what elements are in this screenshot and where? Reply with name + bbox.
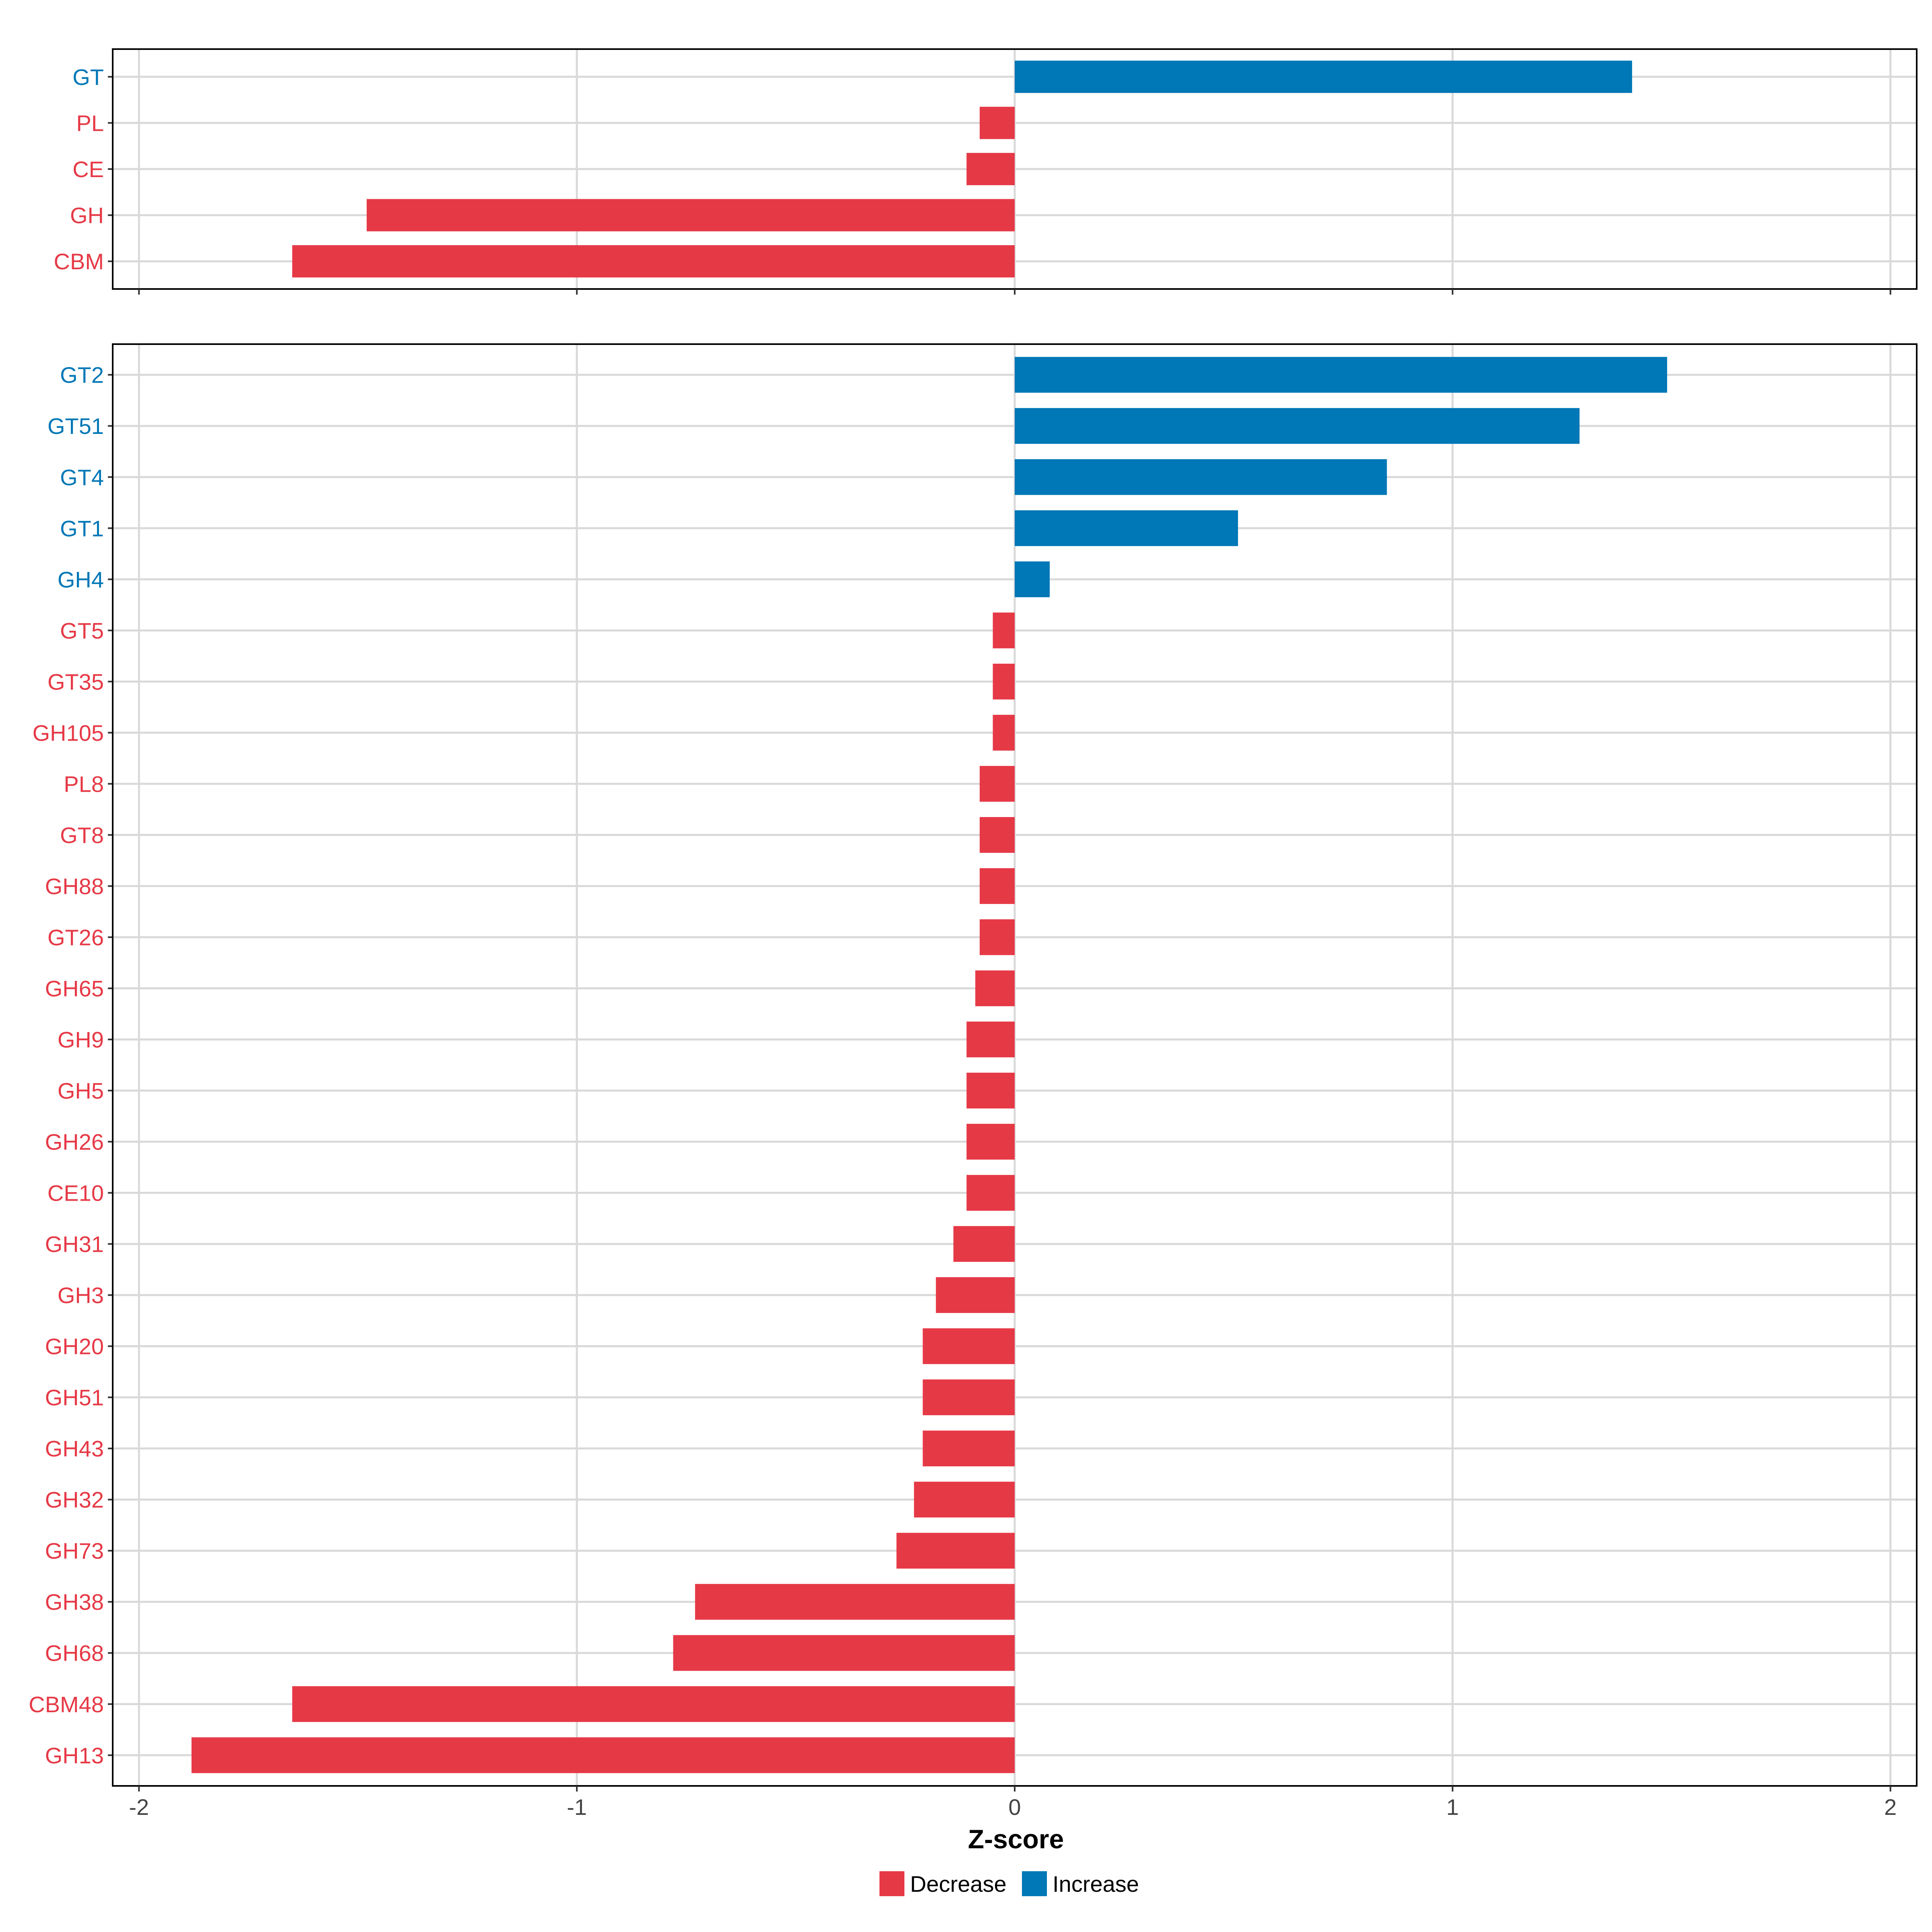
y-tick-label: GH51 — [45, 1385, 104, 1410]
x-tick-label: 1 — [1446, 1794, 1459, 1820]
legend-label: Decrease — [910, 1871, 1007, 1897]
bar-gh105 — [993, 714, 1015, 751]
bar-cbm48 — [292, 1686, 1015, 1722]
y-tick-label: GH43 — [45, 1436, 104, 1461]
y-tick-label: GT35 — [47, 669, 104, 694]
bar-pl — [979, 107, 1015, 139]
bar-gt1 — [1015, 510, 1238, 546]
legend-swatch — [879, 1871, 904, 1896]
bar-gt2 — [1015, 357, 1667, 393]
y-tick-label: GH13 — [45, 1743, 104, 1768]
y-tick-label: GT4 — [60, 464, 104, 490]
bar-gh88 — [979, 868, 1015, 904]
bar-gh26 — [966, 1124, 1015, 1160]
bar-gt26 — [979, 919, 1015, 955]
panel-bottom: GT2 GT51 GT4 GT1 GH4 GT5 GT35 GH105 PL8 GT8 GH88 GT… — [29, 343, 1918, 1820]
x-tick-label: 0 — [1008, 1794, 1021, 1820]
bar-ce — [966, 153, 1015, 186]
bar-gh13 — [191, 1737, 1015, 1773]
bar-gh65 — [975, 970, 1015, 1006]
x-tick-label: -2 — [129, 1794, 149, 1820]
y-tick-label: GH26 — [45, 1129, 104, 1155]
y-tick-label: GH73 — [45, 1538, 104, 1564]
x-tick-label: 2 — [1884, 1794, 1897, 1820]
x-axis-title: Z-score — [968, 1824, 1064, 1854]
y-tick-label: CE — [72, 157, 104, 182]
bar-gh20 — [923, 1328, 1015, 1364]
legend-swatch — [1022, 1871, 1047, 1896]
y-tick-label: GH4 — [58, 567, 104, 592]
bar-gh32 — [914, 1482, 1015, 1518]
y-tick-label: GT — [72, 64, 104, 90]
panel-top: GT PL CE GH CBM — [54, 48, 1918, 295]
y-tick-label: GH38 — [45, 1589, 104, 1615]
y-tick-label: GT26 — [47, 925, 104, 950]
bar-gt35 — [993, 663, 1015, 700]
y-tick-label: GH68 — [45, 1641, 104, 1666]
bar-gt8 — [979, 817, 1015, 853]
y-tick-label: CE10 — [47, 1181, 104, 1206]
bar-gt51 — [1015, 408, 1580, 444]
y-tick-label: CBM48 — [29, 1692, 104, 1717]
y-tick-label: GT1 — [60, 516, 104, 541]
bar-gh68 — [673, 1635, 1015, 1671]
y-tick-label: GT51 — [47, 413, 104, 439]
y-tick-label: GH20 — [45, 1334, 104, 1359]
y-tick-label: GT2 — [60, 362, 104, 388]
bar-gh43 — [923, 1430, 1015, 1467]
bar-gh3 — [936, 1277, 1015, 1313]
y-tick-label: GH5 — [58, 1078, 104, 1104]
y-tick-label: GH105 — [33, 720, 104, 745]
bar-gt — [1015, 60, 1632, 93]
y-tick-label: GH31 — [45, 1232, 104, 1257]
y-tick-label: PL — [76, 110, 104, 136]
y-tick-label: GH88 — [45, 873, 104, 899]
bar-pl8 — [979, 766, 1015, 802]
bar-gh4 — [1015, 561, 1050, 597]
bar-gh38 — [695, 1584, 1015, 1620]
y-tick-label: GH3 — [58, 1283, 104, 1308]
x-tick-label: -1 — [567, 1794, 587, 1820]
chart-panels: GT PL CE GH CBM GT2 GT51 GT4 GT1 GH4 GT5 GT35 GH105 P… — [29, 48, 1918, 1820]
bar-ce10 — [966, 1175, 1015, 1211]
legend-item-increase: Increase — [1022, 1871, 1139, 1897]
y-tick-label: CBM — [54, 249, 104, 274]
y-tick-label: GH65 — [45, 976, 104, 1001]
bar-gh9 — [966, 1022, 1015, 1057]
legend-item-decrease: Decrease — [879, 1871, 1007, 1897]
y-tick-label: GT5 — [60, 618, 104, 643]
bar-gh73 — [896, 1533, 1015, 1569]
bar-gh31 — [953, 1226, 1015, 1262]
legend-label: Increase — [1053, 1871, 1139, 1897]
bar-gh51 — [923, 1379, 1015, 1416]
bar-gt4 — [1015, 459, 1387, 495]
bar-gh5 — [966, 1073, 1015, 1108]
bar-cbm — [292, 245, 1015, 278]
legend: Decrease Increase — [879, 1871, 1139, 1897]
y-tick-label: GH9 — [58, 1027, 104, 1052]
y-tick-label: GT8 — [60, 822, 104, 848]
y-tick-label: GH32 — [45, 1487, 104, 1513]
y-tick-label: GH — [70, 203, 104, 228]
bar-gt5 — [993, 612, 1015, 648]
bar-gh — [366, 199, 1015, 231]
y-tick-label: PL8 — [64, 771, 104, 797]
